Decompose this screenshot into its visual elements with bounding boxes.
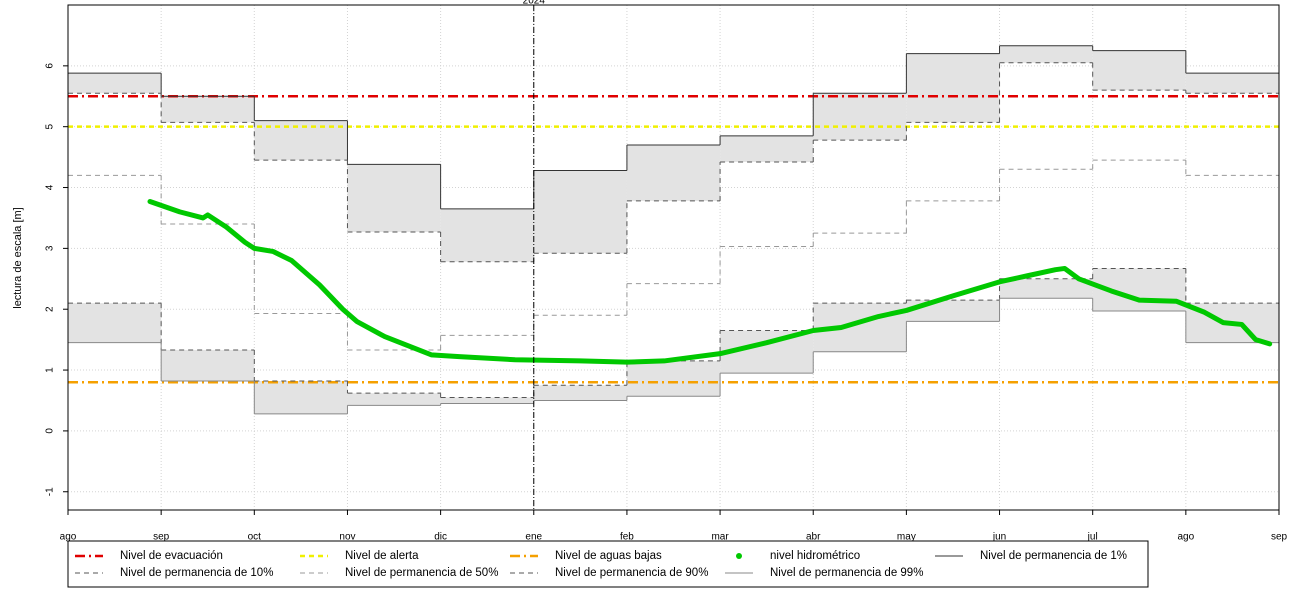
band — [68, 73, 162, 94]
legend-label: Nivel de permanencia de 99% — [770, 567, 923, 579]
band — [347, 164, 441, 232]
legend-marker — [736, 553, 742, 559]
band — [906, 53, 1000, 123]
legend-label: nivel hidrométrico — [770, 550, 860, 562]
x-tick-label: jul — [1087, 532, 1098, 543]
data-line — [147, 199, 1273, 365]
y-tick-label: -1 — [45, 487, 56, 496]
band — [533, 385, 627, 401]
x-tick-label: ene — [525, 532, 542, 543]
y-tick-label: 5 — [45, 123, 56, 129]
x-tick-label: ago — [60, 532, 77, 543]
band — [347, 393, 441, 406]
legend-label: Nivel de aguas bajas — [555, 550, 662, 562]
x-tick-label: sep — [153, 532, 170, 543]
band — [720, 135, 814, 162]
legend-label: Nivel de permanencia de 50% — [345, 567, 498, 579]
x-tick-label: oct — [248, 532, 262, 543]
band — [999, 45, 1093, 63]
y-tick-label: 0 — [45, 428, 56, 434]
x-tick-label: jun — [992, 532, 1006, 543]
band — [626, 360, 721, 397]
y-axis-label: lectura de escala [m] — [12, 207, 24, 309]
band — [440, 397, 534, 404]
band — [440, 208, 534, 262]
legend: Nivel de evacuación Nivel de alerta Nivel … — [67, 540, 1149, 588]
y-tick-label: 2 — [45, 306, 56, 312]
x-tick-label: ago — [1178, 532, 1195, 543]
x-tick-label: sep — [1271, 532, 1288, 543]
x-tick-label: may — [897, 532, 916, 543]
legend-label: Nivel de permanencia de 1% — [980, 550, 1127, 562]
band — [254, 381, 348, 414]
plot-area: -1 0 1 2 3 4 5 6 ago sep oct nov dic ene feb mar abr may j… — [45, 0, 1288, 543]
x-tick-label: feb — [620, 532, 634, 543]
band — [1185, 73, 1279, 94]
annotation-text: 2024 — [523, 0, 546, 7]
x-tick-label: dic — [434, 532, 447, 543]
band — [533, 170, 627, 254]
y-tick-label: 4 — [45, 184, 56, 190]
band — [999, 278, 1093, 299]
band — [813, 93, 907, 141]
y-tick-label: 1 — [45, 367, 56, 373]
y-tick-label: 6 — [45, 63, 56, 69]
x-tick-label: nov — [339, 532, 355, 543]
y-tick-label: 3 — [45, 245, 56, 251]
x-tick-label: abr — [806, 532, 821, 543]
band — [161, 349, 255, 382]
legend-label: Nivel de evacuación — [120, 550, 223, 562]
band — [68, 303, 162, 343]
x-tick-label: mar — [711, 532, 729, 543]
band — [1092, 50, 1186, 91]
band — [161, 96, 255, 123]
legend-box — [67, 540, 1149, 588]
legend-label: Nivel de permanencia de 90% — [555, 567, 708, 579]
plot-frame — [67, 4, 1280, 511]
band — [906, 300, 1000, 322]
band — [626, 144, 721, 201]
legend-label: Nivel de alerta — [345, 550, 419, 562]
legend-label: Nivel de permanencia de 10% — [120, 567, 273, 579]
